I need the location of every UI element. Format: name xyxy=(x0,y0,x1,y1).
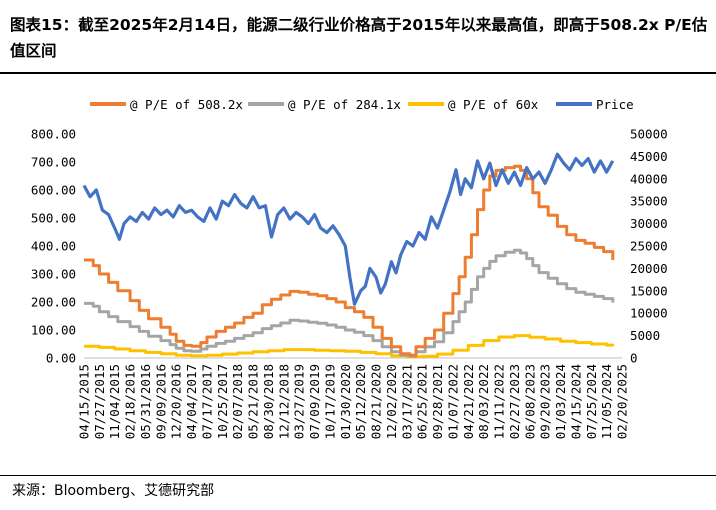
y-right-tick-label: 15000 xyxy=(630,283,668,298)
y-right-tick-label: 0 xyxy=(630,351,638,366)
source-divider xyxy=(0,475,716,476)
x-tick-label: 06/25/2021 xyxy=(415,364,430,439)
y-left-tick-label: 200.00 xyxy=(31,295,76,310)
y-right-tick-label: 50000 xyxy=(630,127,668,142)
x-tick-label: 09/20/2023 xyxy=(538,364,553,439)
x-tick-label: 07/17/2017 xyxy=(199,364,214,439)
x-tick-label: 05/31/2016 xyxy=(138,364,153,439)
x-tick-label: 12/12/2018 xyxy=(276,364,291,439)
x-tick-label: 07/27/2015 xyxy=(92,364,107,439)
y-right-tick-label: 5000 xyxy=(630,328,660,343)
y-left-tick-label: 600.00 xyxy=(31,183,76,198)
x-tick-label: 04/15/2015 xyxy=(77,364,92,439)
y-left-tick-label: 700.00 xyxy=(31,155,76,170)
x-tick-label: 05/21/2018 xyxy=(246,364,261,439)
chart-area: @ P/E of 508.2x @ P/E of 284.1x @ P/E of 6… xyxy=(0,76,716,474)
y-right-tick-label: 25000 xyxy=(630,239,668,254)
source-note: 来源：Bloomberg、艾德研究部 xyxy=(12,483,215,499)
x-tick-label: 10/25/2017 xyxy=(215,364,230,439)
x-tick-label: 02/27/2023 xyxy=(507,364,522,439)
x-tick-label: 10/17/2019 xyxy=(322,364,337,439)
x-tick-label: 07/25/2024 xyxy=(584,364,599,439)
x-tick-label: 01/30/2020 xyxy=(338,364,353,439)
series-line-pe284 xyxy=(84,248,615,358)
x-tick-label: 06/08/2023 xyxy=(522,364,537,439)
title-divider xyxy=(0,72,716,74)
legend-label-pe508: @ P/E of 508.2x xyxy=(130,97,243,112)
x-tick-label: 09/28/2021 xyxy=(430,364,445,439)
legend-label-price: Price xyxy=(596,97,634,112)
y-left-tick-label: 800.00 xyxy=(31,127,76,142)
y-right-tick-label: 40000 xyxy=(630,171,668,186)
chart-title: 图表15：截至2025年2月14日，能源二级行业价格高于2015年以来最高值，即… xyxy=(10,16,708,60)
y-left-tick-label: 400.00 xyxy=(31,239,76,254)
x-tick-label: 08/30/2018 xyxy=(261,364,276,439)
y-left-tick-label: 500.00 xyxy=(31,211,76,226)
legend-label-pe60: @ P/E of 60x xyxy=(448,97,539,112)
x-tick-label: 08/21/2020 xyxy=(369,364,384,439)
x-tick-label: 11/11/2022 xyxy=(492,364,507,439)
y-right-tick-label: 35000 xyxy=(630,194,668,209)
y-right-tick-label: 10000 xyxy=(630,306,668,321)
x-tick-label: 04/21/2022 xyxy=(461,364,476,439)
legend-label-pe284: @ P/E of 284.1x xyxy=(288,97,401,112)
y-left-tick-label: 100.00 xyxy=(31,323,76,338)
x-tick-label: 07/09/2019 xyxy=(307,364,322,439)
x-tick-label: 05/12/2020 xyxy=(353,364,368,439)
series-line-pe508 xyxy=(84,164,615,357)
x-tick-label: 02/07/2018 xyxy=(230,364,245,439)
x-tick-label: 12/20/2016 xyxy=(169,364,184,439)
y-right-tick-label: 20000 xyxy=(630,261,668,276)
y-right-tick-label: 45000 xyxy=(630,149,668,164)
x-tick-label: 11/04/2015 xyxy=(107,364,122,439)
x-tick-label: 08/03/2022 xyxy=(476,364,491,439)
x-tick-label: 02/18/2016 xyxy=(123,364,138,439)
x-tick-label: 03/17/2021 xyxy=(399,364,414,439)
x-tick-label: 11/05/2024 xyxy=(599,364,614,439)
series-line-price xyxy=(82,152,615,306)
x-tick-label: 03/27/2019 xyxy=(292,364,307,439)
line-chart: @ P/E of 508.2x @ P/E of 284.1x @ P/E of 6… xyxy=(31,97,668,439)
y-right-tick-label: 30000 xyxy=(630,216,668,231)
x-tick-label: 04/15/2024 xyxy=(568,364,583,439)
x-tick-label: 02/20/2025 xyxy=(615,364,630,439)
x-tick-label: 01/07/2022 xyxy=(445,364,460,439)
y-left-tick-label: 300.00 xyxy=(31,267,76,282)
x-tick-label: 01/03/2024 xyxy=(553,364,568,439)
x-tick-label: 12/02/2020 xyxy=(384,364,399,439)
x-tick-label: 04/04/2017 xyxy=(184,364,199,439)
x-tick-label: 09/09/2016 xyxy=(153,364,168,439)
series-line-pe60 xyxy=(84,334,615,359)
y-left-tick-label: 0.00 xyxy=(46,351,76,366)
